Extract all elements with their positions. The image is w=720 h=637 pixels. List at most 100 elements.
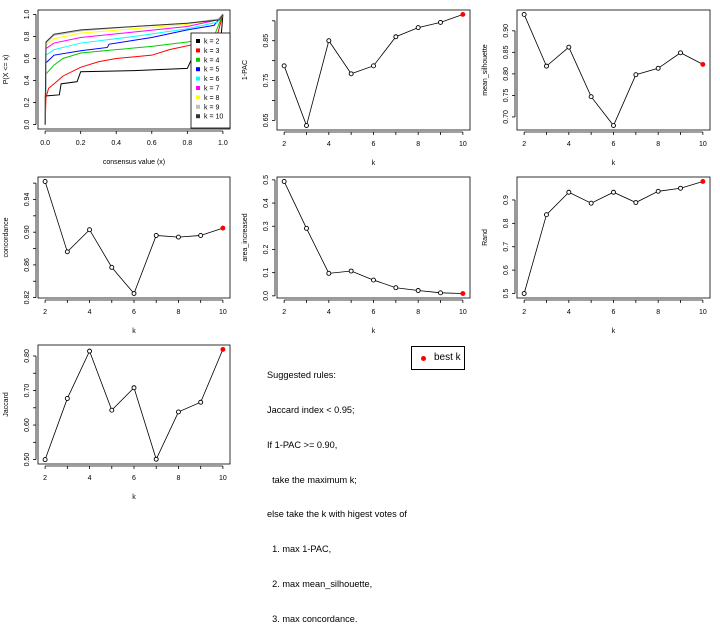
y-tick-label: 0.6 [24, 54, 31, 64]
data-point [348, 71, 354, 77]
best-k-point [460, 11, 466, 17]
y-tick-label: 0.65 [263, 113, 270, 127]
x-tick-label: 8 [656, 141, 660, 148]
data-point [655, 65, 661, 71]
rule-line: 3. max concordance. [267, 613, 358, 624]
x-tick-label: 6 [612, 309, 616, 316]
x-tick-label: 4 [327, 309, 331, 316]
y-axis-label: Jaccard [3, 392, 10, 417]
suggested-rules-text: Suggested rules: Jaccard index < 0.95; I… [267, 347, 407, 637]
data-point [393, 285, 399, 291]
legend-swatch [196, 76, 200, 81]
data-point [544, 212, 549, 218]
x-tick-label: 2 [282, 141, 286, 148]
rule-line: 1. max 1-PAC, [267, 544, 332, 555]
legend-swatch [196, 57, 200, 62]
legend-label: k = 3 [204, 48, 219, 55]
y-tick-label: 0.80 [503, 67, 510, 81]
y-tick-label: 0.50 [24, 453, 31, 467]
legend-swatch [196, 114, 200, 119]
data-point [521, 291, 527, 296]
legend-label: k = 8 [204, 95, 219, 102]
data-point [588, 200, 594, 206]
x-tick-label: 6 [132, 309, 136, 316]
data-point [281, 63, 287, 69]
x-tick-label: 2 [522, 141, 526, 148]
data-point [131, 385, 137, 391]
y-tick-label: 1.0 [24, 9, 31, 19]
x-axis-label: k [612, 328, 616, 335]
x-tick-label: 8 [176, 475, 180, 482]
data-point [153, 456, 159, 462]
series-line [283, 181, 463, 294]
y-tick-label: 0.2 [263, 244, 270, 254]
legend-swatch [196, 104, 200, 109]
data-point [131, 291, 137, 296]
ecdf-legend: k = 2 k = 3 k = 4 k = 5 k = 6 k = 7 k = 8 k = 9… [190, 32, 231, 129]
y-axis-label: area_increased [242, 213, 249, 261]
y-axis-label: concordance [3, 217, 10, 257]
x-tick-label: 2 [43, 475, 47, 482]
data-point [304, 123, 309, 129]
panel-rand: 2 4 6 8 10 k 0.5 0.6 0.7 0.8 0.9 Rand [482, 176, 711, 335]
data-point [281, 179, 287, 184]
x-tick-label: 6 [132, 475, 136, 482]
y-tick-label: 0.2 [24, 98, 31, 108]
data-point [588, 94, 594, 100]
y-tick-label: 0.85 [263, 34, 270, 48]
best-k-point [700, 61, 706, 67]
ecdf-line-k5 [44, 14, 224, 125]
y-tick-label: 0.0 [24, 120, 31, 130]
plot-frame [276, 176, 471, 299]
data-point [153, 233, 159, 238]
x-tick-label: 0.4 [111, 140, 121, 147]
y-tick-label: 0.70 [503, 110, 510, 124]
legend-swatch [196, 95, 200, 100]
plot-frame [37, 176, 231, 299]
data-point [326, 270, 332, 276]
y-tick-label: 0.60 [24, 418, 31, 432]
data-point [438, 19, 443, 25]
data-point [64, 396, 70, 401]
data-point [633, 200, 639, 205]
x-tick-label: 4 [567, 309, 571, 316]
y-tick-label: 0.0 [263, 291, 270, 301]
x-tick-label: 4 [567, 141, 571, 148]
y-tick-label: 0.85 [503, 45, 510, 59]
panel-area: 2 4 6 8 10 k 0.0 0.1 0.2 0.3 0.4 0.5 area_increased [242, 175, 471, 335]
x-tick-label: 0.2 [76, 140, 86, 147]
data-point [611, 123, 616, 129]
x-tick-label: 4 [88, 475, 92, 482]
data-point [611, 189, 616, 195]
x-tick-label: 8 [656, 309, 660, 316]
legend-swatch [196, 67, 200, 72]
x-tick-label: 10 [699, 141, 707, 148]
x-tick-label: 10 [699, 309, 707, 316]
best-k-point [700, 179, 706, 184]
data-point [438, 290, 443, 296]
x-tick-label: 6 [612, 141, 616, 148]
panel-ecdf: 0.0 0.2 0.4 0.6 0.8 1.0 consensus value (x) 0.0… [3, 9, 231, 166]
series-line [44, 181, 224, 295]
y-tick-label: 0.8 [24, 31, 31, 41]
panel-silhouette: 2 4 6 8 10 k 0.70 0.75 0.80 0.85 0.90 mean_silhouet… [482, 9, 711, 167]
x-tick-label: 6 [372, 309, 376, 316]
data-point [87, 348, 93, 354]
plot-frame [516, 9, 711, 131]
series-line [523, 181, 703, 294]
plot-frame [276, 9, 471, 131]
x-tick-label: 1.0 [218, 140, 228, 147]
x-axis-label: k [372, 160, 376, 167]
data-point [198, 233, 204, 238]
x-axis-label: k [132, 494, 136, 501]
data-point [415, 288, 421, 293]
y-tick-label: 0.94 [24, 193, 31, 207]
legend-swatch [196, 39, 200, 43]
y-tick-label: 0.75 [503, 88, 510, 102]
data-point [678, 50, 683, 56]
data-point [64, 249, 70, 255]
ecdf-line-k10 [44, 14, 224, 125]
best-k-label: best k [434, 352, 461, 363]
y-axis-label: Rand [482, 229, 489, 246]
x-axis-label: k [612, 160, 616, 167]
